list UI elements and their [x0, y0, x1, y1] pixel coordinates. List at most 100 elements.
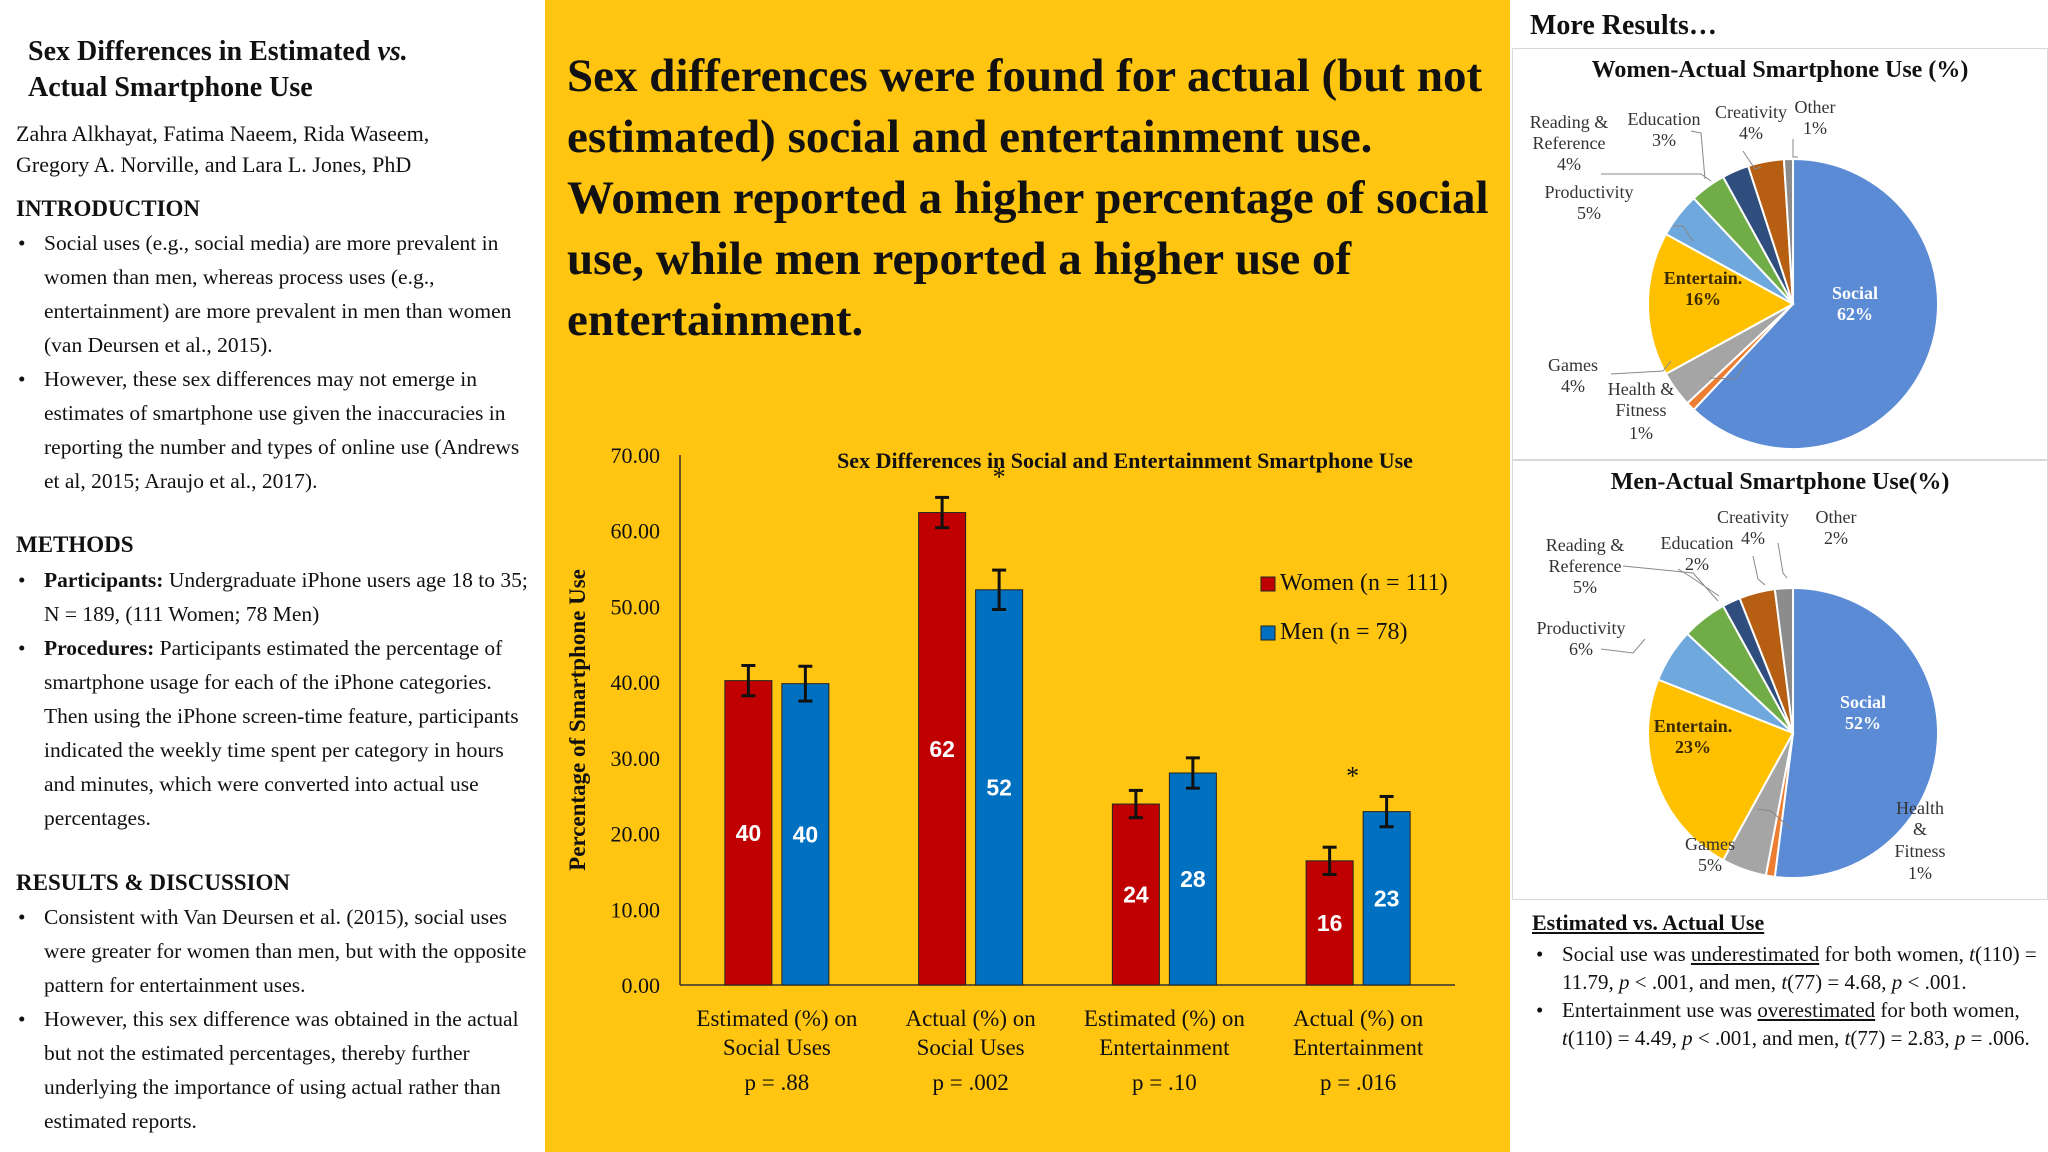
- men-label-social: Social: [1840, 692, 1886, 712]
- men-label-productivity: Productivity: [1537, 618, 1626, 638]
- bar-value-label: 40: [793, 821, 819, 847]
- men-label-health-2: &: [1913, 819, 1927, 839]
- women-label-education-pct: 3%: [1652, 130, 1676, 150]
- results-heading: RESULTS & DISCUSSION: [16, 870, 290, 895]
- women-label-games: Games: [1548, 355, 1598, 375]
- eva-text: Social use was: [1562, 942, 1691, 966]
- title-line-2: Actual Smartphone Use: [28, 72, 313, 103]
- women-pie-title: Women-Actual Smartphone Use (%): [1591, 57, 1969, 83]
- eva-text: (110) = 11.79,: [1562, 942, 2037, 994]
- men-label-health-pct: 1%: [1908, 863, 1932, 883]
- women-label-reading-pct: 4%: [1557, 154, 1581, 174]
- participants-label: Participants:: [44, 568, 164, 592]
- eva-stat-t: t: [1969, 942, 1975, 966]
- eva-text: < .001, and men,: [1629, 970, 1782, 994]
- results-bullet: Consistent with Van Deursen et al. (2015…: [16, 900, 531, 1002]
- bar-value-label: 16: [1317, 910, 1343, 936]
- eva-text: for both women,: [1819, 942, 1970, 966]
- y-tick-label: 0.00: [622, 973, 661, 998]
- bar-value-label: 62: [929, 736, 955, 762]
- y-tick-label: 50.00: [611, 594, 661, 619]
- y-tick-label: 40.00: [611, 670, 661, 695]
- y-tick-label: 70.00: [611, 443, 661, 468]
- women-label-health-2: Fitness: [1615, 400, 1666, 420]
- eva-stat-p: p: [1954, 1026, 1966, 1050]
- eva-overestimated: overestimated: [1757, 998, 1876, 1022]
- intro-bullet: However, these sex differences may not e…: [16, 362, 531, 498]
- women-label-reading-2: Reference: [1533, 133, 1606, 153]
- eva-text: < .001, and men,: [1692, 1026, 1845, 1050]
- women-leader-lines: [1601, 130, 1798, 380]
- methods-heading: METHODS: [16, 532, 134, 557]
- men-label-games: Games: [1685, 834, 1735, 854]
- men-pie-card: Men-Actual Smartphone Use(%) Creativity …: [1512, 460, 2048, 900]
- men-label-productivity-pct: 6%: [1569, 639, 1593, 659]
- title-line-1: Sex Differences in Estimated: [28, 36, 378, 67]
- legend-swatch: [1260, 625, 1276, 641]
- participants-text: Undergraduate iPhone users age 18 to 35;…: [44, 568, 528, 626]
- eva-stat-p: p: [1618, 970, 1630, 994]
- x-category-label: Entertainment: [1293, 1035, 1424, 1060]
- poster-title: Sex Differences in Estimated vs. Actual …: [28, 34, 528, 106]
- x-category-label: Actual (%) on: [905, 1006, 1036, 1031]
- women-label-social: Social: [1832, 283, 1878, 303]
- eva-bullet-social: Social use was underestimated for both w…: [1532, 940, 2037, 996]
- x-category-label: Social Uses: [917, 1035, 1025, 1060]
- intro-bullet: Social uses (e.g., social media) are mor…: [16, 226, 531, 362]
- results-list: Consistent with Van Deursen et al. (2015…: [16, 900, 531, 1138]
- eva-bullet-entertainment: Entertainment use was overestimated for …: [1532, 996, 2037, 1052]
- men-pie-chart: Creativity 4% Other 2% Reading & Referen…: [1537, 507, 1946, 883]
- procedures-text: Participants estimated the percentage of…: [44, 636, 519, 830]
- men-label-social-pct: 52%: [1845, 713, 1881, 733]
- eva-stat-p: p: [1891, 970, 1903, 994]
- results-bullet: However, this sex difference was obtaine…: [16, 1002, 531, 1138]
- men-label-health-3: Fitness: [1894, 841, 1945, 861]
- men-label-other-pct: 2%: [1824, 528, 1848, 548]
- men-label-games-pct: 5%: [1698, 855, 1722, 875]
- women-label-entertain-pct: 16%: [1685, 289, 1721, 309]
- x-category-label: Estimated (%) on: [696, 1006, 857, 1031]
- men-label-creativity: Creativity: [1717, 507, 1789, 527]
- pie-slice-social: [1773, 586, 1939, 879]
- men-label-entertain-pct: 23%: [1675, 737, 1711, 757]
- more-results-title: More Results…: [1530, 10, 1717, 41]
- women-pie-card: Women-Actual Smartphone Use (%) Reading …: [1512, 48, 2048, 460]
- men-label-entertain: Entertain.: [1654, 716, 1733, 736]
- pie-slice-social: [1692, 157, 1940, 450]
- women-label-productivity: Productivity: [1545, 182, 1634, 202]
- men-leader-lines: [1600, 542, 1792, 830]
- x-category-label: Social Uses: [723, 1035, 831, 1060]
- chart-title: Sex Differences in Social and Entertainm…: [837, 448, 1413, 473]
- y-tick-label: 60.00: [611, 519, 661, 544]
- legend-swatch: [1260, 576, 1276, 592]
- methods-bullet-participants: Participants: Undergraduate iPhone users…: [16, 563, 531, 631]
- bar-women: [918, 512, 967, 986]
- significance-star: *: [993, 462, 1006, 491]
- men-label-education-pct: 2%: [1685, 554, 1709, 574]
- eva-text: Entertainment use was: [1562, 998, 1758, 1022]
- women-label-entertain: Entertain.: [1664, 268, 1743, 288]
- pie-slice-entertain: [1647, 232, 1796, 376]
- eva-text: for both women,: [1875, 998, 2020, 1022]
- p-value-label: p = .016: [1320, 1070, 1396, 1095]
- headline: Sex differences were found for actual (b…: [567, 50, 1489, 346]
- men-pie-title: Men-Actual Smartphone Use(%): [1610, 469, 1950, 495]
- bar-men: [975, 589, 1024, 986]
- x-category-label: Entertainment: [1099, 1035, 1230, 1060]
- bar-value-label: 40: [736, 820, 762, 846]
- pie-slice-other: [1773, 586, 1794, 734]
- women-label-reading: Reading &: [1530, 112, 1609, 132]
- p-value-label: p = .10: [1132, 1070, 1197, 1095]
- legend-label: Women (n = 111): [1280, 570, 1448, 596]
- bar-men: [1362, 811, 1411, 986]
- bar-value-label: 52: [986, 774, 1012, 800]
- p-value-label: p = .002: [933, 1070, 1009, 1095]
- y-axis-label: Percentage of Smartphone Use: [565, 569, 590, 871]
- women-label-health-pct: 1%: [1629, 423, 1653, 443]
- significance-star: *: [1346, 761, 1359, 790]
- women-label-creativity: Creativity: [1715, 102, 1787, 122]
- pie-slice-other: [1782, 157, 1794, 305]
- x-category-label: Estimated (%) on: [1084, 1006, 1245, 1031]
- right-panel: More Results… Women-Actual Smartphone Us…: [1510, 0, 2048, 1152]
- bar-women: [1305, 860, 1354, 986]
